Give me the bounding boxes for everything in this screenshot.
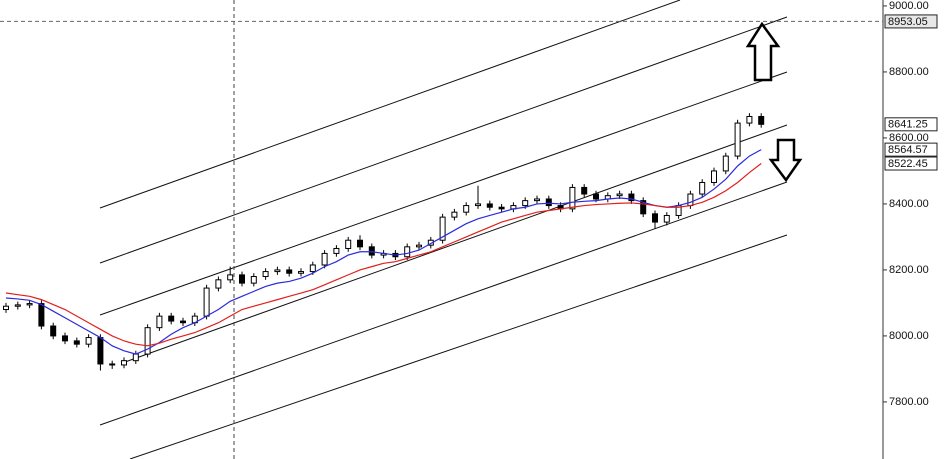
y-tick-label: 8000.00 — [889, 330, 929, 342]
candle-body — [345, 239, 352, 249]
candle-body — [97, 337, 104, 365]
candle-body — [628, 193, 635, 202]
channel-line — [99, 16, 788, 264]
candle-body — [144, 327, 151, 355]
candle-body — [534, 198, 540, 202]
channel-line — [129, 234, 788, 459]
candle-body — [168, 315, 175, 322]
candle-body — [616, 193, 623, 197]
candle-body — [333, 247, 340, 254]
candle-body — [640, 200, 647, 215]
candle-body — [250, 276, 257, 284]
candle-body — [180, 320, 186, 324]
candle-body — [239, 274, 245, 284]
candle-body — [38, 303, 45, 327]
y-tick-label: 8800.00 — [889, 66, 929, 78]
candle-body — [73, 340, 80, 345]
candle-body — [14, 304, 21, 307]
candle-body — [26, 303, 33, 306]
down-arrow — [768, 138, 803, 183]
channel-line — [124, 124, 788, 363]
candle-body — [132, 353, 139, 362]
candle-body — [274, 269, 281, 273]
channel-lines — [99, 0, 788, 459]
price-marker-box — [884, 156, 938, 171]
y-tick-label: 9000.00 — [889, 0, 929, 12]
y-tick-label: 8600.00 — [889, 132, 929, 144]
price-marker-box — [884, 14, 938, 29]
candle-body — [439, 216, 446, 241]
candle-body — [687, 193, 694, 207]
candle-body — [734, 122, 741, 157]
channel-line — [99, 0, 681, 209]
candle-body — [416, 244, 422, 248]
candle-body — [215, 279, 222, 289]
candle-body — [262, 271, 269, 278]
candle-body — [652, 213, 658, 223]
candle-body — [545, 198, 552, 207]
channel-line — [99, 71, 788, 316]
candle-body — [569, 186, 576, 210]
channel-line — [99, 181, 788, 426]
candle-body — [581, 186, 588, 195]
candle-body — [758, 115, 765, 125]
candle-body — [368, 246, 375, 256]
candle-body — [109, 363, 116, 366]
candle-body — [522, 200, 529, 207]
candle-body — [463, 205, 470, 213]
moving-average-line — [5, 149, 762, 355]
candle-body — [663, 214, 670, 223]
candle-body — [475, 203, 481, 207]
candle-body — [722, 155, 729, 172]
candle-body — [498, 206, 505, 210]
candle-body — [156, 315, 163, 329]
candle-body — [298, 271, 304, 274]
candle-body — [321, 252, 328, 266]
candle-body — [121, 360, 127, 366]
price-marker-label: 8953.05 — [888, 16, 928, 28]
price-marker-box — [884, 142, 938, 157]
candle-body — [309, 264, 316, 273]
price-marker-label: 8564.57 — [888, 144, 928, 156]
candle-body — [699, 181, 706, 195]
candle-body — [451, 211, 458, 218]
moving-average-line — [5, 163, 762, 347]
candle-body — [227, 274, 234, 281]
candle-body — [357, 239, 363, 248]
y-tick-label: 8400.00 — [889, 198, 929, 210]
candle-body — [50, 325, 57, 337]
candle-body — [711, 170, 717, 183]
candle-body — [486, 203, 493, 208]
candle-body — [593, 193, 599, 200]
candle-body — [404, 246, 411, 258]
candle-body — [3, 305, 9, 311]
candle-body — [203, 287, 210, 317]
y-tick-label: 7800.00 — [889, 396, 929, 408]
price-marker-label: 8522.45 — [888, 158, 928, 170]
price-marker-label: 8641.25 — [888, 119, 928, 131]
candle-body — [85, 337, 92, 345]
up-arrow — [745, 21, 781, 82]
candle-body — [62, 335, 68, 342]
y-tick-label: 8200.00 — [889, 264, 929, 276]
candle-body — [746, 115, 753, 124]
price-marker-box — [884, 117, 938, 132]
candle-body — [286, 269, 293, 274]
